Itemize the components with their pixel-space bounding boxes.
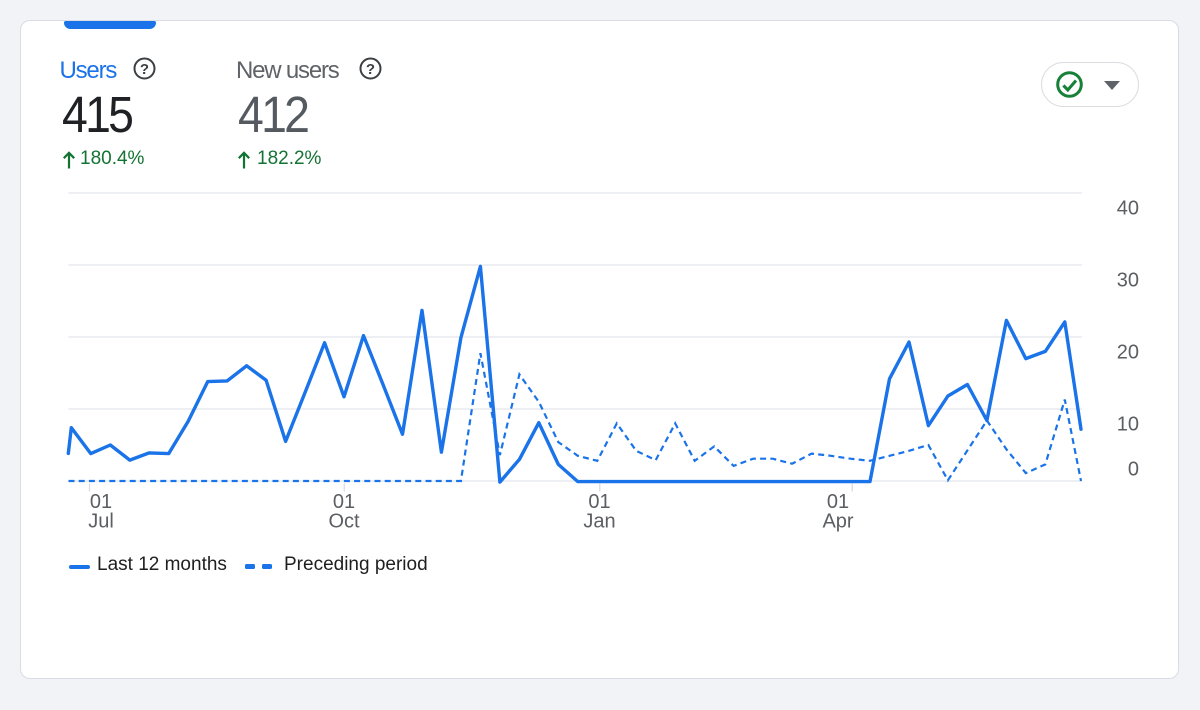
svg-text:30: 30 [1117,270,1139,292]
svg-text:?: ? [366,61,375,78]
svg-text:01: 01 [90,491,112,513]
svg-text:01: 01 [333,491,355,513]
svg-text:10: 10 [1117,414,1139,436]
svg-text:Apr: Apr [822,510,853,532]
svg-text:01: 01 [588,491,610,513]
svg-text:20: 20 [1117,342,1139,364]
svg-text:Jul: Jul [88,510,114,532]
svg-text:Jan: Jan [583,510,615,532]
svg-text:0: 0 [1128,459,1139,481]
svg-text:40: 40 [1117,198,1139,220]
svg-text:01: 01 [827,491,849,513]
svg-text:?: ? [140,61,149,78]
svg-text:Oct: Oct [328,510,360,532]
